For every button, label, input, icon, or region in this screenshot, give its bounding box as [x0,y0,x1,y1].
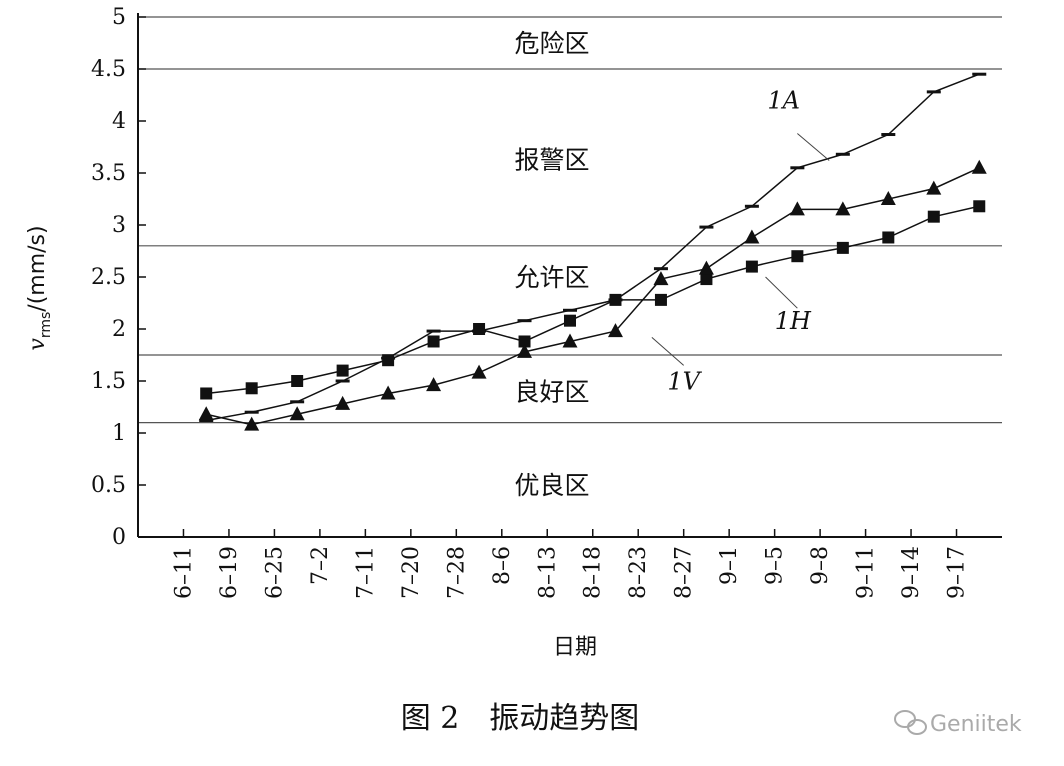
point-1H-1 [245,382,258,395]
point-1V-5 [426,377,442,392]
point-1V-12 [744,229,760,244]
point-1H-13 [791,250,804,263]
point-1H-5 [427,335,440,348]
series-line-1A [206,73,980,422]
x-tick-label-6: 7–28 [444,546,469,599]
x-tick-label-14: 9–8 [808,546,833,585]
series-group [198,72,987,431]
series-annotations: 1A 1H 1V [651,87,830,395]
zone-label-2: 允许区 [514,263,589,292]
y-tick-label-1: 0.5 [91,473,126,498]
point-1H-14 [836,241,849,254]
series-pointer-1A [797,133,830,161]
series-label-1A: 1A [767,87,800,115]
point-1H-9 [609,293,622,306]
point-1V-0 [198,406,214,421]
point-1H-6 [473,323,486,335]
point-1V-3 [335,395,351,410]
point-1V-9 [607,323,623,338]
series-pointer-1H [765,276,798,309]
point-1H-10 [654,293,667,306]
x-tick-label-7: 8–6 [490,546,515,585]
y-tick-label-2: 1 [112,421,126,446]
point-1V-1 [244,416,260,431]
y-tick-label-0: 0 [112,525,126,550]
x-tick-label-3: 7–2 [308,546,333,585]
y-axis-title-main: v [25,338,50,351]
point-1V-17 [971,159,987,174]
series-label-1V: 1V [667,367,702,395]
point-1H-16 [927,210,940,223]
y-tick-label-7: 3.5 [91,161,126,186]
point-1H-17 [973,200,986,213]
point-1H-11 [700,273,713,286]
point-1H-4 [382,354,395,367]
series-line-1H [206,205,980,395]
zone-label-0: 危险区 [514,29,589,58]
y-axis-title-sub: rms [38,312,54,338]
point-1V-14 [835,201,851,216]
y-tick-label-3: 1.5 [91,369,126,394]
x-tick-label-5: 7–20 [399,546,424,599]
point-1V-6 [471,364,487,379]
x-tick-label-15: 9–11 [854,546,879,599]
watermark: Geniitek [894,710,1022,737]
x-tick-label-8: 8–13 [535,546,560,599]
zone-label-3: 良好区 [514,377,589,406]
y-tick-label-9: 4.5 [91,57,126,82]
point-1H-12 [745,260,758,273]
x-tick-label-1: 6–19 [217,546,242,599]
x-tick-label-9: 8–18 [581,546,606,599]
series-line-1V [206,167,980,426]
point-1V-15 [880,191,896,205]
point-1V-11 [698,260,714,275]
point-1V-16 [926,180,942,195]
x-tick-label-11: 8–27 [672,546,697,599]
point-1V-10 [653,271,669,286]
point-1V-13 [789,201,805,216]
y-axis-title-unit: /(mm/s) [25,225,50,311]
point-1H-0 [200,387,213,400]
point-1H-15 [882,231,895,244]
y-tick-label-5: 2.5 [91,265,126,290]
zone-label-1: 报警区 [514,145,589,174]
point-1H-8 [564,314,576,327]
watermark-text: Geniitek [930,712,1022,737]
y-tick-label-10: 5 [112,5,126,30]
x-tick-label-2: 6–25 [262,546,287,599]
point-1H-2 [291,375,304,387]
x-tick-label-12: 9–1 [717,546,742,585]
x-tick-label-13: 9–5 [763,546,788,585]
x-axis-title: 日期 [553,635,597,660]
zone-label-4: 优良区 [514,471,589,500]
y-axis-title: vrms/(mm/s) [25,225,54,350]
point-1V-4 [380,385,396,400]
wechat-icon [894,710,927,735]
x-tick-label-0: 6–11 [171,546,196,599]
x-tick-label-4: 7–11 [353,546,378,599]
point-1V-2 [289,406,305,421]
x-tick-label-17: 9–17 [945,546,970,599]
x-tick-label-10: 8–23 [626,546,651,599]
y-tick-label-4: 2 [112,317,126,342]
point-1H-3 [336,364,349,377]
series-pointer-1V [651,336,685,366]
point-1V-7 [517,343,533,358]
figure-caption: 图 2 振动趋势图 [401,701,640,736]
y-tick-label-8: 4 [112,109,126,134]
axes: 0 0.5 1 1.5 2 2.5 3 3.5 4 4.5 5 6–11 6–19 6–25 7–2 7–11… [91,5,1002,599]
y-tick-label-6: 3 [112,213,126,238]
point-1H-7 [518,335,531,348]
point-1V-8 [562,333,578,348]
series-label-1H: 1H [775,307,812,335]
x-tick-label-16: 9–14 [899,546,924,599]
